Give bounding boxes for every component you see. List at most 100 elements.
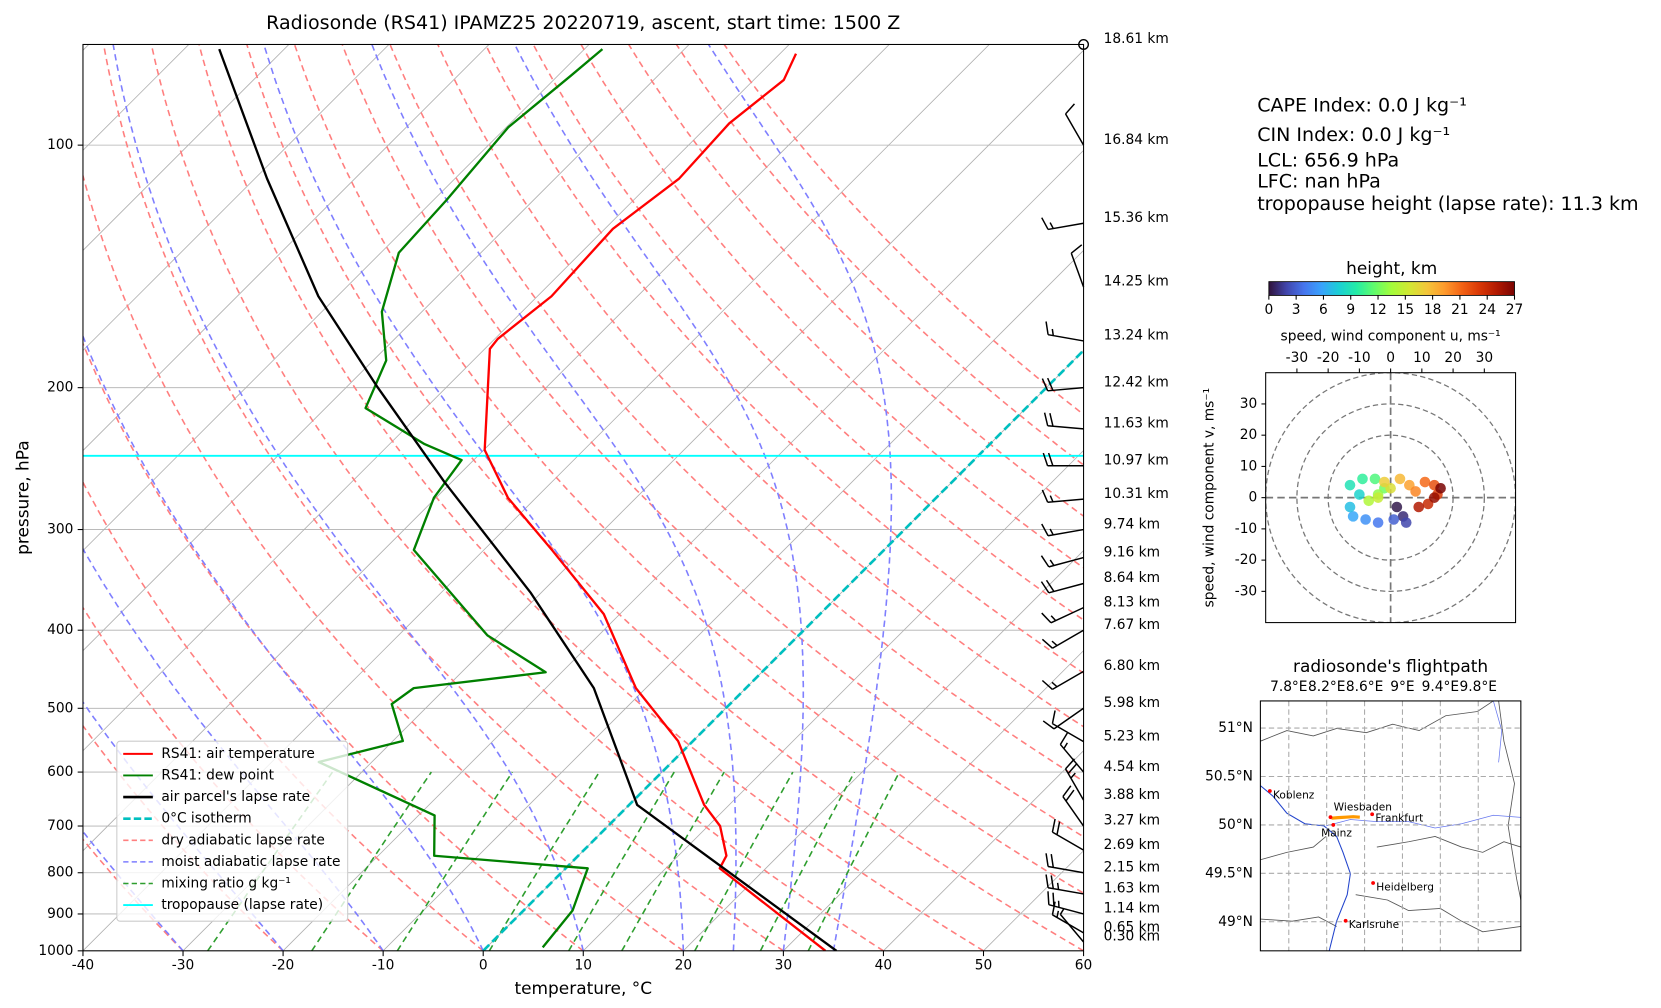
city-label: Heidelberg bbox=[1376, 881, 1434, 893]
city-marker bbox=[1328, 815, 1333, 820]
info-text: CAPE Index: 0.0 J kg⁻¹ bbox=[1257, 94, 1467, 116]
hodograph-point bbox=[1410, 486, 1421, 497]
dry-adiabat bbox=[723, 44, 1084, 416]
river bbox=[1260, 785, 1351, 951]
isotherm-grid-line bbox=[82, 44, 690, 652]
isotherm-grid-line bbox=[683, 549, 1084, 951]
height-label: 1.14 km bbox=[1104, 901, 1160, 917]
height-label: 13.24 km bbox=[1104, 328, 1169, 344]
y-tick-label: 50°N bbox=[1218, 817, 1253, 833]
height-label: 8.64 km bbox=[1104, 570, 1160, 586]
isotherm-grid-line bbox=[82, 44, 590, 552]
info-text: CIN Index: 0.0 J kg⁻¹ bbox=[1257, 124, 1450, 146]
city-marker bbox=[1370, 812, 1375, 817]
x-tick-label: 20 bbox=[1444, 350, 1462, 366]
colorbar-tick-label: 12 bbox=[1369, 302, 1387, 318]
wind-barb bbox=[1059, 908, 1085, 943]
hodograph-point bbox=[1363, 495, 1375, 507]
colorbar-tick-label: 27 bbox=[1506, 302, 1524, 318]
dry-adiabat bbox=[628, 44, 1084, 518]
x-axis-label: speed, wind component u, ms⁻¹ bbox=[1281, 329, 1501, 345]
height-label: 15.36 km bbox=[1104, 210, 1169, 226]
wind-barb bbox=[1045, 874, 1084, 895]
city-marker bbox=[1371, 881, 1376, 885]
hodograph-point bbox=[1419, 476, 1431, 488]
dry-adiabat bbox=[82, 172, 684, 951]
wind-barb bbox=[1041, 670, 1084, 691]
x-tick-label: -10 bbox=[1348, 350, 1370, 366]
hodograph-point bbox=[1388, 514, 1400, 525]
dry-adiabat bbox=[198, 44, 984, 951]
wind-barb bbox=[1041, 489, 1084, 503]
wind-barb bbox=[1042, 452, 1084, 467]
wind-barb bbox=[1041, 523, 1084, 537]
moist-adiabat bbox=[263, 44, 685, 951]
hodograph-point bbox=[1369, 473, 1381, 485]
zero-isotherm bbox=[482, 348, 1084, 951]
legend-label: air parcel's lapse rate bbox=[161, 789, 310, 805]
legend-label: 0°C isotherm bbox=[161, 811, 251, 827]
wind-barb bbox=[1064, 758, 1085, 801]
legend-label: dry adiabatic lapse rate bbox=[161, 832, 324, 848]
moist-adiabat bbox=[82, 334, 484, 951]
mixing-ratio-line bbox=[311, 771, 432, 951]
height-label: 16.84 km bbox=[1104, 132, 1169, 148]
info-text: tropopause height (lapse rate): 11.3 km bbox=[1257, 193, 1638, 215]
x-tick-label: -20 bbox=[272, 958, 294, 974]
wind-barb bbox=[1047, 891, 1084, 915]
border bbox=[1376, 836, 1521, 853]
y-tick-label: 100 bbox=[47, 137, 73, 153]
wind-barb bbox=[1041, 629, 1084, 649]
profile-line bbox=[483, 53, 827, 951]
mixing-ratio-line bbox=[759, 771, 856, 951]
y-tick-label: 51°N bbox=[1218, 720, 1253, 736]
plot-frame bbox=[82, 43, 1085, 952]
wind-barb bbox=[1042, 707, 1084, 730]
y-tick-label: 900 bbox=[47, 906, 73, 922]
city-marker bbox=[1331, 823, 1336, 827]
hodograph-point bbox=[1372, 517, 1384, 528]
y-axis-label: pressure, hPa bbox=[13, 440, 33, 555]
y-tick-label: 10 bbox=[1240, 458, 1258, 474]
hodograph-point bbox=[1379, 476, 1390, 488]
isotherm-grid-line bbox=[82, 44, 390, 352]
height-label: 5.23 km bbox=[1104, 728, 1160, 744]
info-text: LCL: 656.9 hPa bbox=[1257, 149, 1399, 171]
x-tick-label: 60 bbox=[1075, 958, 1093, 974]
x-tick-label: -30 bbox=[172, 958, 194, 974]
dry-adiabat bbox=[675, 44, 1084, 467]
hodograph-area bbox=[1265, 372, 1516, 623]
colorbar-title: height, km bbox=[1346, 258, 1437, 278]
y-tick-label: 30 bbox=[1240, 396, 1258, 412]
height-label: 0.65 km bbox=[1104, 920, 1160, 936]
border bbox=[1498, 700, 1521, 901]
colorbar-tick-label: 6 bbox=[1319, 302, 1328, 318]
city-marker bbox=[1267, 789, 1272, 793]
height-label: 11.63 km bbox=[1104, 416, 1169, 432]
moist-adiabat bbox=[513, 44, 805, 951]
mixing-ratio-line bbox=[568, 771, 675, 951]
city-label: Wiesbaden bbox=[1334, 802, 1392, 814]
x-tick-label: 20 bbox=[675, 958, 693, 974]
hodograph-point bbox=[1394, 473, 1406, 485]
dry-adiabat bbox=[293, 44, 1084, 895]
wind-barb bbox=[1041, 217, 1084, 231]
wind-barb bbox=[1045, 853, 1084, 874]
height-label: 8.13 km bbox=[1104, 594, 1160, 610]
hodograph-point bbox=[1413, 501, 1425, 513]
x-tick-label: 40 bbox=[875, 958, 893, 974]
info-text: LFC: nan hPa bbox=[1257, 171, 1381, 193]
colorbar-tick-label: 3 bbox=[1292, 302, 1301, 318]
height-label: 9.16 km bbox=[1104, 544, 1160, 560]
moist-adiabat bbox=[707, 44, 893, 951]
dry-adiabat bbox=[580, 44, 1084, 569]
y-tick-label: 800 bbox=[47, 865, 73, 881]
hodograph-point bbox=[1360, 514, 1371, 525]
y-tick-label: -20 bbox=[1235, 552, 1257, 568]
x-tick-label: 50 bbox=[975, 958, 992, 974]
y-tick-label: -10 bbox=[1235, 521, 1257, 537]
hodograph-point bbox=[1344, 501, 1356, 513]
colorbar-tick-label: 15 bbox=[1397, 302, 1415, 318]
river bbox=[1492, 700, 1503, 763]
dry-adiabat bbox=[484, 44, 1084, 674]
